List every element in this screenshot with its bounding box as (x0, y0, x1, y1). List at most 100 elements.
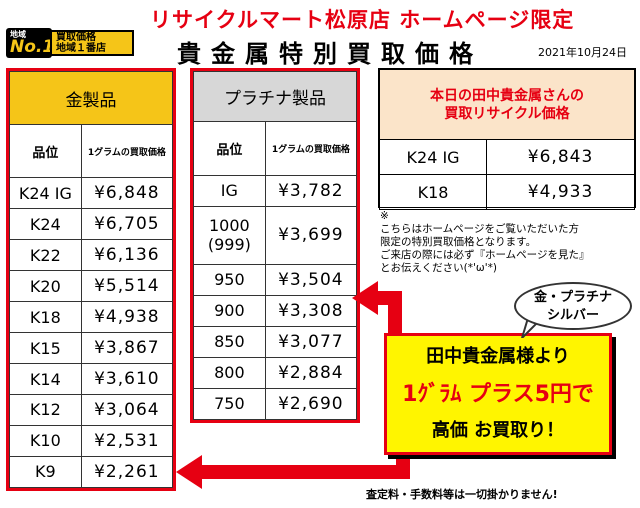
badge-line1: 買取価格 (56, 32, 96, 43)
promo-line3: 高価 お買取り！ (431, 420, 565, 441)
platinum-grade: 950 (193, 263, 266, 296)
gold-price-table: 金製品 品位 1グラムの買取価格 K24 IG ¥6,848 K24 ¥6,705 K2… (6, 68, 176, 491)
gold-price: ¥6,705 (80, 208, 174, 241)
gold-row: K24 ¥6,705 (9, 208, 174, 241)
gold-grade: K9 (9, 455, 82, 489)
platinum-grade: 1000 (999) (193, 205, 266, 265)
gold-grade: K15 (9, 332, 82, 365)
gold-grade-text: K10 (29, 431, 61, 451)
gold-grade: K18 (9, 301, 82, 334)
badge-label: 買取価格 地域１番店 (50, 30, 134, 56)
bubble-line2: シルバー (546, 308, 599, 323)
daily-title-line1: 本日の田中貴金属さんの (430, 87, 584, 104)
gold-price: ¥3,867 (80, 332, 174, 365)
platinum-grade-text: 750 (214, 394, 245, 414)
gold-row: K10 ¥2,531 (9, 424, 174, 457)
gold-row: K15 ¥3,867 (9, 332, 174, 365)
gold-price: ¥2,261 (80, 455, 174, 489)
promo-line2: 1ｸﾞﾗﾑ プラス5円で (402, 382, 594, 407)
platinum-grade: 900 (193, 294, 266, 327)
daily-grade: K24 IG (378, 139, 488, 175)
gold-col-grade: 品位 (9, 124, 82, 179)
platinum-price: ¥2,690 (264, 387, 358, 421)
platinum-grade-text: 900 (214, 301, 245, 321)
gold-grade-text: K14 (29, 369, 61, 389)
daily-price-box: 本日の田中貴金属さんの 買取リサイクル価格 K24 IG ¥6,843 K18 … (378, 68, 636, 210)
arrow-left-icon (176, 455, 202, 489)
daily-price: ¥6,843 (486, 139, 635, 175)
gold-price: ¥3,064 (80, 393, 174, 426)
no1-badge: 地域 No.1 買取価格 地域１番店 (6, 28, 134, 58)
platinum-row: 1000 (999) ¥3,699 (193, 205, 358, 265)
platinum-price: ¥3,699 (264, 205, 358, 265)
gold-table-title: 金製品 (9, 70, 173, 126)
gold-grade-text: K24 (29, 214, 61, 234)
gold-grade: K24 IG (9, 177, 82, 210)
platinum-price: ¥3,782 (264, 174, 358, 207)
gold-grade-text: K18 (29, 307, 61, 327)
platinum-grade: 750 (193, 387, 266, 421)
platinum-grade: IG (193, 174, 266, 207)
note-line: ご来店の際には必ず『ホームページを見た』 (380, 249, 590, 261)
gold-row: K12 ¥3,064 (9, 393, 174, 426)
arrow-platinum-vertical (388, 291, 402, 335)
platinum-row: 950 ¥3,504 (193, 263, 358, 296)
gold-grade-text: K20 (29, 276, 61, 296)
gold-price: ¥5,514 (80, 270, 174, 303)
gold-row: K9 ¥2,261 (9, 455, 174, 489)
platinum-row: IG ¥3,782 (193, 174, 358, 207)
bubble-line1: 金・プラチナ (533, 290, 612, 305)
gold-grade: K20 (9, 270, 82, 303)
platinum-col-grade: 品位 (193, 121, 266, 176)
gold-price: ¥2,531 (80, 424, 174, 457)
platinum-row: 900 ¥3,308 (193, 294, 358, 327)
platinum-col-unit: 1グラムの買取価格 (264, 121, 358, 176)
badge-small-text: 地域 (10, 30, 26, 39)
gold-grade: K22 (9, 239, 82, 272)
footer-note: 査定料・手数料等は一切掛かりません! (366, 488, 558, 501)
platinum-grade-subtext: (999) (207, 235, 251, 255)
platinum-row: 800 ¥2,884 (193, 356, 358, 389)
gold-price: ¥6,848 (80, 177, 174, 210)
platinum-grade-text: 950 (214, 270, 245, 290)
platinum-grade-text: 850 (214, 332, 245, 352)
main-title: 貴金属特別買取価格 (177, 40, 483, 68)
note-line: 限定の特別買取価格となります。 (380, 236, 537, 248)
gold-row: K24 IG ¥6,848 (9, 177, 174, 210)
platinum-row: 850 ¥3,077 (193, 325, 358, 358)
gold-price: ¥4,938 (80, 301, 174, 334)
platinum-price: ¥3,077 (264, 325, 358, 358)
daily-grade: K18 (378, 174, 488, 210)
top-title: リサイクルマート松原店 ホームページ限定 (150, 8, 575, 32)
platinum-price-table: プラチナ製品 品位 1グラムの買取価格 IG ¥3,782 1000 (999) ¥3,… (190, 68, 360, 423)
gold-grade: K10 (9, 424, 82, 457)
daily-price: ¥4,933 (486, 174, 635, 210)
platinum-grade-text: IG (220, 181, 238, 201)
platinum-price: ¥2,884 (264, 356, 358, 389)
badge-line2: 地域１番店 (56, 43, 106, 54)
gold-col-unit: 1グラムの買取価格 (80, 124, 174, 179)
date-label: 2021年10月24日 (538, 46, 627, 59)
special-price-note: ※ こちらはホームページをご覧いただいた方 限定の特別買取価格となります。 ご来… (380, 210, 638, 275)
badge-big-text: No.1 (10, 37, 55, 57)
promo-line1: 田中貴金属様より (426, 346, 570, 367)
gold-grade: K12 (9, 393, 82, 426)
gold-grade-text: K15 (29, 338, 61, 358)
gold-grade-text: K12 (29, 400, 61, 420)
gold-price: ¥3,610 (80, 363, 174, 395)
daily-title-line2: 買取リサイクル価格 (444, 105, 570, 122)
daily-price-title: 本日の田中貴金属さんの 買取リサイクル価格 (379, 69, 635, 140)
promo-box: 田中貴金属様より 1ｸﾞﾗﾑ プラス5円で 高価 お買取り！ (384, 333, 612, 455)
gold-row: K20 ¥5,514 (9, 270, 174, 303)
gold-grade-text: K22 (29, 245, 61, 265)
note-mark: ※ (380, 210, 389, 222)
platinum-grade: 800 (193, 356, 266, 389)
gold-row: K22 ¥6,136 (9, 239, 174, 272)
arrow-left-icon (352, 281, 378, 315)
platinum-grade-text: 1000 (209, 216, 250, 236)
platinum-price: ¥3,504 (264, 263, 358, 296)
platinum-table-title: プラチナ製品 (193, 70, 357, 123)
gold-price: ¥6,136 (80, 239, 174, 272)
platinum-grade: 850 (193, 325, 266, 358)
gold-grade: K14 (9, 363, 82, 395)
